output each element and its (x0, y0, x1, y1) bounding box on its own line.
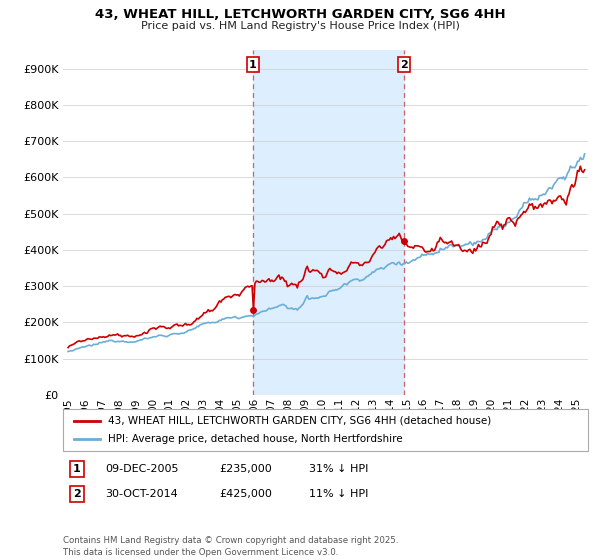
Bar (253, 50, 404, 395)
Text: Contains HM Land Registry data © Crown copyright and database right 2025.
This d: Contains HM Land Registry data © Crown c… (63, 536, 398, 557)
Text: HPI: Average price, detached house, North Hertfordshire: HPI: Average price, detached house, Nort… (107, 434, 402, 444)
Text: 2: 2 (400, 60, 408, 70)
Text: 30-OCT-2014: 30-OCT-2014 (105, 489, 178, 499)
Text: £235,000: £235,000 (219, 464, 272, 474)
Text: 11% ↓ HPI: 11% ↓ HPI (309, 489, 368, 499)
Text: 1: 1 (249, 60, 257, 70)
Text: Price paid vs. HM Land Registry's House Price Index (HPI): Price paid vs. HM Land Registry's House … (140, 21, 460, 31)
Text: 09-DEC-2005: 09-DEC-2005 (105, 464, 179, 474)
Text: £425,000: £425,000 (219, 489, 272, 499)
Text: 1: 1 (73, 464, 80, 474)
Text: 31% ↓ HPI: 31% ↓ HPI (309, 464, 368, 474)
Text: 43, WHEAT HILL, LETCHWORTH GARDEN CITY, SG6 4HH (detached house): 43, WHEAT HILL, LETCHWORTH GARDEN CITY, … (107, 416, 491, 426)
FancyBboxPatch shape (63, 409, 588, 451)
Text: 2: 2 (73, 489, 80, 499)
Text: 43, WHEAT HILL, LETCHWORTH GARDEN CITY, SG6 4HH: 43, WHEAT HILL, LETCHWORTH GARDEN CITY, … (95, 8, 505, 21)
